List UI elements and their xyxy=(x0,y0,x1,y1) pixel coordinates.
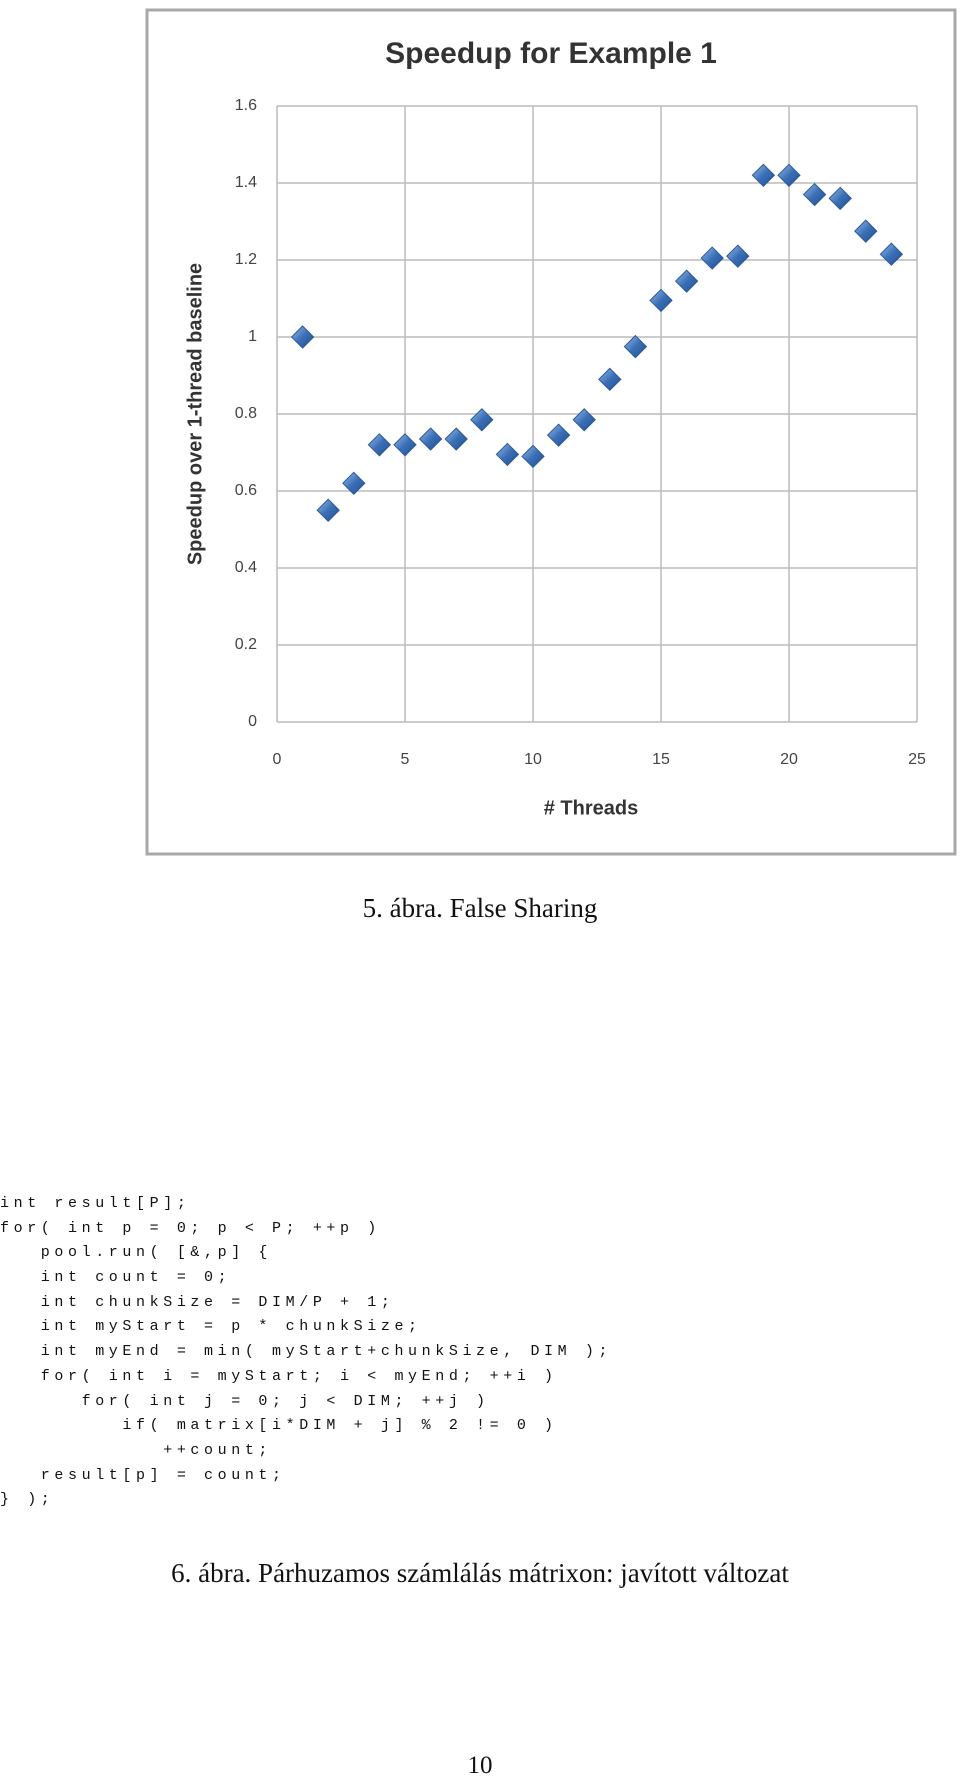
y-tick-label: 0.8 xyxy=(235,405,257,422)
point xyxy=(316,498,340,522)
code-line: int count = 0; xyxy=(0,1269,232,1287)
y-tick-label: 1.4 xyxy=(235,174,257,191)
point xyxy=(342,471,366,496)
y-tick-label: 0.2 xyxy=(235,636,257,653)
point xyxy=(802,182,827,207)
point xyxy=(828,186,852,211)
point xyxy=(393,433,417,457)
y-tick-label: 0 xyxy=(248,713,257,730)
point xyxy=(598,367,622,392)
y-axis-label: Speedup over 1-thread baseline xyxy=(184,263,206,565)
point xyxy=(726,244,750,268)
x-axis-label: # Threads xyxy=(544,797,638,819)
x-tick-label: 5 xyxy=(401,751,410,768)
page-number: 10 xyxy=(467,1752,493,1779)
point xyxy=(546,423,571,447)
code-line: if( matrix[i*DIM + j] % 2 != 0 ) xyxy=(0,1417,558,1435)
point xyxy=(700,246,724,270)
point xyxy=(367,433,392,457)
code-line: int myEnd = min( myStart+chunkSize, DIM … xyxy=(0,1343,613,1361)
code-line: int myStart = p * chunkSize; xyxy=(0,1318,422,1336)
y-tick-label: 0.6 xyxy=(235,482,257,499)
point xyxy=(444,427,468,451)
code-line: pool.run( [&,p] { xyxy=(0,1244,273,1262)
point xyxy=(418,427,443,451)
point xyxy=(649,288,673,313)
code-line: result[p] = count; xyxy=(0,1466,286,1484)
code-line: for( int p = 0; p < P; ++p ) xyxy=(0,1219,381,1237)
point xyxy=(572,408,596,432)
x-tick-label: 15 xyxy=(652,751,670,768)
y-tick-label: 1.6 xyxy=(235,97,257,114)
code-line: ++count; xyxy=(0,1441,273,1459)
code-line: int result[P]; xyxy=(0,1195,191,1212)
code-caption: 6. ábra. Párhuzamos számlálás mátrixon: … xyxy=(171,1558,789,1588)
chart-title: Speedup for Example 1 xyxy=(385,37,717,70)
x-tick-label: 20 xyxy=(780,751,798,768)
code-listing: int result[P]; for( int p = 0; p < P; ++p… xyxy=(0,1192,612,1513)
code-line: int chunkSize = DIM/P + 1; xyxy=(0,1293,395,1311)
point xyxy=(674,269,699,293)
code-line: } ); xyxy=(0,1491,55,1509)
point xyxy=(470,408,494,432)
code-line: for( int i = myStart; i < myEnd; ++i ) xyxy=(0,1367,558,1385)
y-tick-label: 0.4 xyxy=(235,559,257,576)
y-tick-label: 1.2 xyxy=(235,251,257,268)
x-tick-label: 0 xyxy=(273,751,282,768)
point xyxy=(495,442,520,467)
point xyxy=(290,325,315,349)
point xyxy=(777,163,801,188)
point xyxy=(751,163,776,188)
x-tick-label: 10 xyxy=(524,751,542,768)
point xyxy=(854,219,878,243)
point xyxy=(623,334,648,359)
x-tick-label: 25 xyxy=(908,751,926,768)
chart: Speedup for Example 1 # Threads Speedup … xyxy=(145,8,957,856)
point xyxy=(879,242,904,266)
code-line: for( int j = 0; j < DIM; ++j ) xyxy=(0,1392,490,1410)
y-tick-label: 1 xyxy=(248,328,257,345)
figure-caption: 5. ábra. False Sharing xyxy=(362,893,598,923)
point xyxy=(521,444,545,469)
